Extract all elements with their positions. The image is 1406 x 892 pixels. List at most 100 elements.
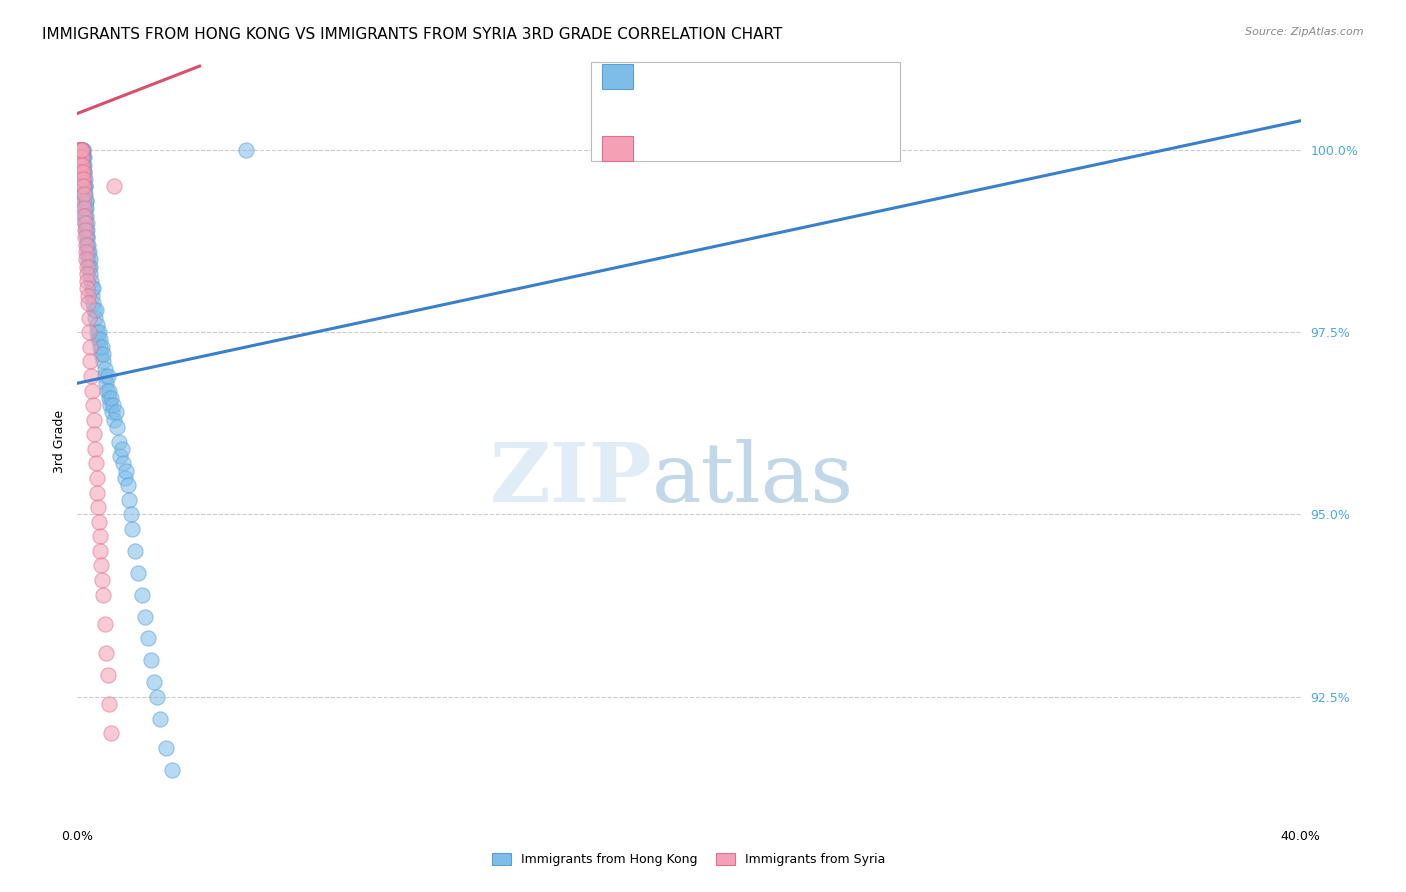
Point [80,274,103,288]
Point [70,157,93,171]
Point [72,165,94,179]
Y-axis label: 3rd Grade: 3rd Grade [53,410,66,473]
Point [77,237,100,252]
Text: 0.314: 0.314 [669,142,713,156]
Text: Source: ZipAtlas.com: Source: ZipAtlas.com [1246,27,1364,37]
Point [77,325,100,339]
Point [73,216,96,230]
Point [73,165,96,179]
Point [70,143,93,157]
Point [76,223,98,237]
Point [80,289,103,303]
Point [72,143,94,157]
Point [73,186,96,201]
Point [87,515,110,529]
Point [72,194,94,208]
Point [83,412,105,426]
Point [73,165,96,179]
Point [80,384,103,398]
Point [105,420,128,434]
Point [69,143,91,157]
Point [72,172,94,186]
Point [82,296,104,310]
Point [80,368,103,383]
Point [90,573,112,587]
Point [70,150,93,164]
Point [103,398,125,412]
Point [70,165,93,179]
Point [69,157,91,171]
Point [73,223,96,237]
Point [98,398,121,412]
Point [75,252,97,267]
Text: R =: R = [641,142,671,156]
Point [70,157,93,171]
Point [86,485,108,500]
Text: ZIP: ZIP [489,440,652,519]
Point [70,143,93,157]
Point [79,267,101,281]
Point [73,172,96,186]
Point [73,186,96,201]
Point [69,157,91,171]
Point [155,740,177,755]
Point [76,281,98,295]
Point [96,646,118,660]
Point [73,150,96,164]
Point [127,566,149,580]
Point [73,179,96,194]
Point [75,223,97,237]
Point [84,457,107,471]
Point [76,216,98,230]
Point [79,354,101,368]
Point [117,478,139,492]
Point [76,245,98,260]
Point [72,157,94,171]
Point [104,405,127,419]
Point [67,143,90,157]
Point [76,237,98,252]
Point [75,216,97,230]
Text: 60: 60 [748,142,768,156]
Point [84,442,107,456]
Point [72,150,94,164]
Point [76,267,98,281]
Point [75,201,97,215]
Point [235,143,257,157]
Point [134,609,156,624]
Point [114,471,136,485]
Point [72,172,94,186]
Point [89,529,111,543]
Point [98,384,121,398]
Point [97,391,120,405]
Point [91,588,114,602]
Point [82,398,104,412]
Point [86,325,108,339]
Point [97,368,120,383]
Point [80,281,103,295]
Point [73,201,96,215]
Point [101,405,124,419]
Point [103,179,125,194]
Point [73,209,96,223]
Point [75,194,97,208]
Point [69,143,91,157]
Text: N =: N = [720,70,751,84]
Point [87,333,110,347]
Point [67,143,90,157]
Point [72,172,94,186]
Point [112,457,135,471]
Point [75,209,97,223]
Point [83,303,105,318]
Point [70,150,93,164]
Point [77,260,100,274]
Text: R =: R = [641,70,671,84]
Point [87,325,110,339]
Point [111,442,134,456]
Point [84,303,107,318]
Point [142,675,165,690]
Point [76,230,98,244]
Point [89,340,111,354]
Point [70,150,93,164]
Point [73,179,96,194]
